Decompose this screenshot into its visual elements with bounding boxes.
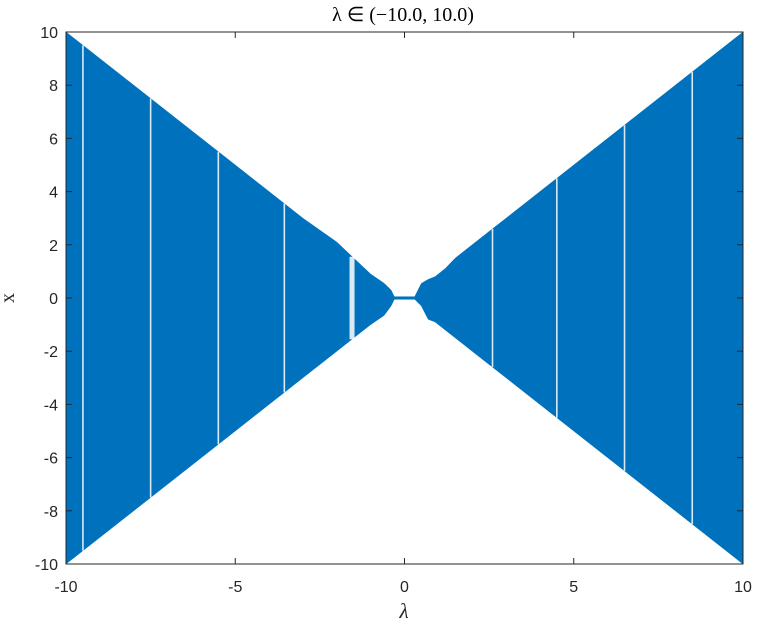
y-tick-label: -2 xyxy=(44,344,58,361)
x-tick-label: 10 xyxy=(734,579,752,596)
x-axis-label: λ xyxy=(398,599,408,623)
y-tick-label: 8 xyxy=(49,78,58,95)
y-tick-label: 2 xyxy=(49,238,58,255)
y-tick-label: -6 xyxy=(44,451,58,468)
y-tick-label: 0 xyxy=(49,291,58,308)
x-tick-label: -10 xyxy=(54,579,77,596)
x-tick-label: 0 xyxy=(400,579,409,596)
plot-area xyxy=(65,31,744,565)
chart-title: λ ∈ (−10.0, 10.0) xyxy=(332,4,474,26)
x-tick-label: -5 xyxy=(228,579,242,596)
x-axis: -10 -5 0 5 10 xyxy=(54,32,752,596)
y-axis: -10 -8 -6 -4 -2 0 2 4 6 8 10 xyxy=(35,25,743,574)
y-tick-label: -10 xyxy=(35,557,58,574)
y-tick-label: -4 xyxy=(44,397,58,414)
x-tick-label: 5 xyxy=(569,579,578,596)
y-tick-label: 6 xyxy=(49,131,58,148)
series-band-0 xyxy=(65,31,744,565)
y-tick-label: 10 xyxy=(40,25,58,42)
y-tick-label: -8 xyxy=(44,504,58,521)
y-axis-label: x xyxy=(0,293,19,303)
y-tick-label: 4 xyxy=(49,185,58,202)
